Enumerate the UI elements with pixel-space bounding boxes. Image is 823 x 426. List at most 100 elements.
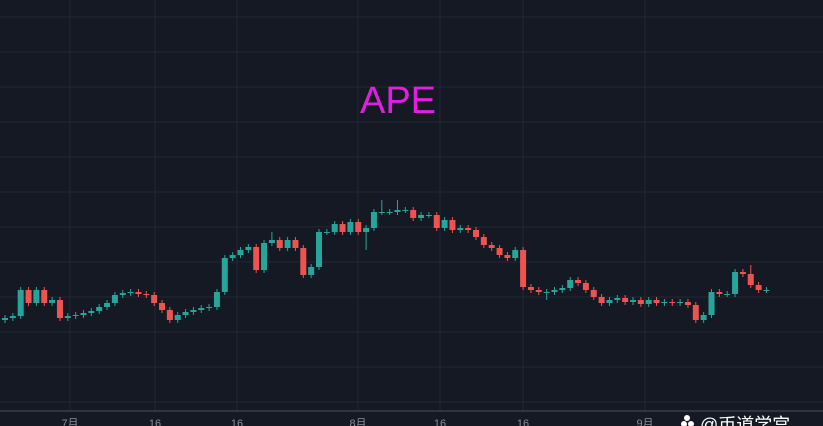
candle-body [182,312,189,315]
candle-body [677,302,684,303]
candle-body [104,303,111,307]
candle-body [198,308,205,310]
x-tick-label: 9月 [636,418,653,426]
candle-body [614,298,621,300]
candle-body [598,297,605,303]
candle-body [402,210,409,211]
candle-body [692,305,699,320]
candle-body [300,248,307,275]
candle-body [700,315,707,320]
candle-body [331,224,338,232]
candle-body [708,292,715,315]
candle-body [520,250,527,287]
candle-body [425,215,432,216]
candle-body [747,274,754,285]
candle-body [527,287,534,290]
candle-body [237,250,244,255]
x-tick-label: 16 [434,418,446,426]
candle-body [72,315,79,316]
x-tick-label: 16 [517,418,529,426]
candle-body [386,212,393,213]
candle-body [763,290,770,291]
candle-body [716,292,723,294]
candle-body [80,313,87,315]
candle-body [276,240,283,248]
candle-body [88,311,95,313]
x-tick-label: 7月 [61,418,78,426]
candle-body [370,212,377,228]
candle-body [9,316,16,318]
candle-body [590,290,597,297]
candle-body [433,215,440,228]
candle-body [630,300,636,302]
candle-body [2,318,8,320]
candle-body [661,302,668,303]
candle-body [739,272,746,274]
candle-body [512,250,519,258]
candle-body [229,255,236,258]
candle-body [323,232,330,233]
candle-body [56,300,63,318]
candle-body [535,290,542,292]
candle-body [480,237,487,245]
candle-body [17,290,24,316]
chart-title: APE [360,80,436,122]
candle-body [268,240,275,243]
candle-body [755,285,762,290]
candle-body [645,300,652,304]
candle-body [363,228,370,232]
candle-body [316,232,322,267]
x-tick-label: 8月 [349,418,366,426]
candle-body [159,303,165,310]
candle-body [622,298,629,302]
candle-body [111,295,118,303]
candle-body [33,290,40,303]
candle-body [473,230,479,237]
watermark-icon [681,415,694,426]
candle-body [261,243,268,270]
candle-body [355,222,362,232]
candle-body [127,292,134,293]
candle-body [543,292,550,293]
candle-body [213,292,220,307]
candle-body [96,307,103,311]
candle-body [496,248,503,255]
candle-body [25,290,32,303]
watermark: @币道学宫 [700,415,790,426]
candle-body [206,307,213,308]
candle-body [653,300,660,303]
candle-body [308,267,315,275]
candle-body [49,300,56,303]
candle-body [41,290,48,303]
candle-body [669,302,676,303]
candle-body [143,294,150,295]
candle-body [457,228,464,230]
x-tick-label: 16 [231,418,243,426]
candle-body [637,300,644,304]
candle-body [465,228,472,230]
candle-body [418,215,425,218]
candle-body [119,293,126,295]
candle-body [190,310,197,312]
candle-body [441,220,448,228]
candle-body [339,224,346,232]
candle-body [559,288,566,290]
candle-body [64,316,71,318]
candle-body [245,247,252,250]
candle-body [551,290,558,292]
candle-body [284,240,291,248]
candle-body [253,247,260,270]
candle-body [567,280,574,288]
candle-body [394,210,401,212]
candle-body [135,292,142,294]
candle-body [292,240,299,248]
candle-body [488,245,495,248]
candle-body [732,272,739,294]
candle-body [174,315,181,320]
candle-body [347,222,354,232]
candle-body [606,300,613,303]
candle-body [151,295,158,303]
candle-body [221,258,228,292]
candle-body [378,212,385,213]
